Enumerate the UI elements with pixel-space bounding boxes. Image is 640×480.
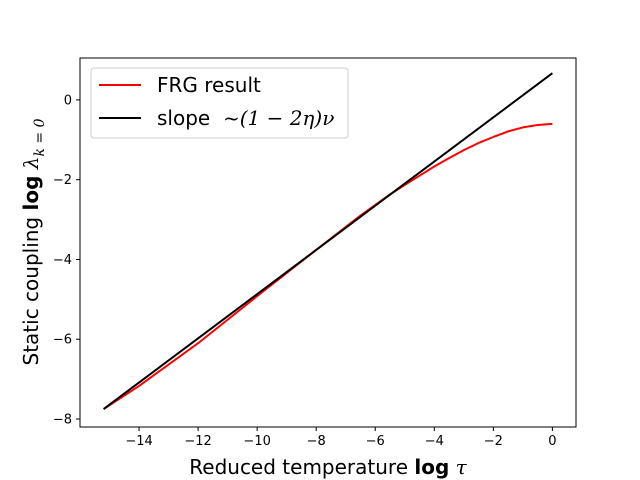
x-axis-label-symbol: τ [456, 455, 468, 479]
x-tick-label: −6 [366, 434, 385, 449]
y-axis-label-symbol: λ [19, 157, 43, 171]
x-tick-label: −4 [425, 434, 444, 449]
x-tick-label: −10 [243, 434, 270, 449]
legend: FRG result slope ~(1 − 2η)ν [90, 67, 349, 139]
x-axis-ticks: −14 −12 −10 −8 −6 −4 −2 0 [125, 427, 557, 449]
y-tick-label: 0 [64, 93, 72, 108]
x-tick-label: −2 [484, 434, 503, 449]
y-tick-label: −4 [53, 253, 72, 268]
legend-label-slope: slope ~(1 − 2η)ν [157, 106, 334, 130]
y-tick-label: −8 [53, 413, 72, 428]
y-axis-label: Static coupling log λk = 0 [19, 118, 48, 365]
legend-label-slope-math: ~(1 − 2η)ν [223, 106, 334, 130]
legend-label-frg: FRG result [157, 73, 261, 97]
x-tick-label: −12 [184, 434, 211, 449]
x-axis-label-log: log [414, 455, 449, 479]
x-axis-label: Reduced temperature log τ [189, 455, 467, 479]
x-tick-label: 0 [548, 434, 556, 449]
legend-box [90, 67, 349, 139]
y-axis-label-prefix: Static coupling [19, 211, 43, 366]
y-axis-ticks: −8 −6 −4 −2 0 [53, 93, 80, 428]
x-axis-label-prefix: Reduced temperature [189, 455, 414, 479]
x-tick-label: −8 [307, 434, 326, 449]
y-tick-label: −2 [53, 173, 72, 188]
series-line-frg [103, 122, 553, 410]
y-axis-label-log: log [19, 176, 43, 211]
y-tick-label: −6 [53, 333, 72, 348]
x-tick-label: −14 [125, 434, 152, 449]
axes-frame [79, 57, 577, 428]
y-axis-label-subscript: k = 0 [32, 118, 48, 156]
series-layer [103, 72, 553, 410]
series-line-slope [103, 72, 553, 410]
legend-label-slope-text: slope [157, 106, 210, 130]
